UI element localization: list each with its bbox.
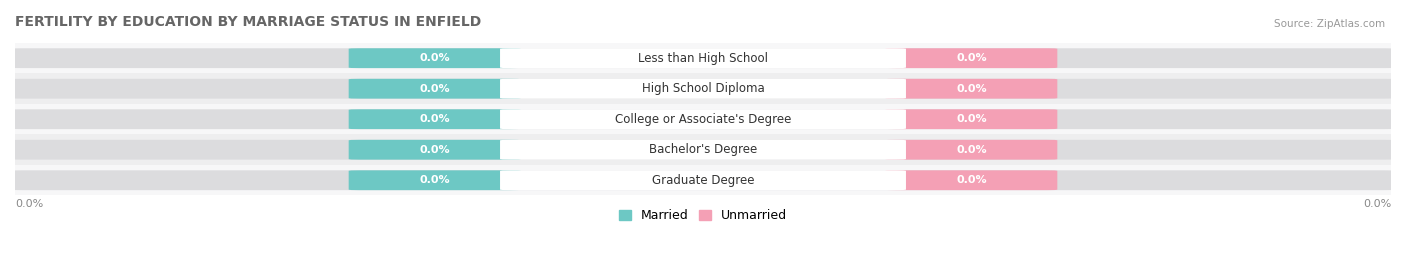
Text: 0.0%: 0.0% [956, 175, 987, 185]
FancyBboxPatch shape [886, 170, 1057, 190]
Bar [15, 73, 1391, 104]
Text: Source: ZipAtlas.com: Source: ZipAtlas.com [1274, 19, 1385, 29]
FancyBboxPatch shape [11, 48, 1395, 68]
Bar [15, 43, 1391, 73]
Legend: Married, Unmarried: Married, Unmarried [613, 204, 793, 227]
Text: 0.0%: 0.0% [419, 114, 450, 124]
Bar [15, 104, 1391, 134]
Bar [15, 134, 1391, 165]
Bar [15, 165, 1391, 196]
Text: Bachelor's Degree: Bachelor's Degree [650, 143, 756, 156]
FancyBboxPatch shape [11, 79, 1395, 99]
FancyBboxPatch shape [11, 109, 1395, 129]
FancyBboxPatch shape [349, 140, 520, 160]
FancyBboxPatch shape [886, 48, 1057, 68]
Text: 0.0%: 0.0% [956, 145, 987, 155]
Text: 0.0%: 0.0% [419, 145, 450, 155]
Text: Less than High School: Less than High School [638, 52, 768, 65]
Text: 0.0%: 0.0% [956, 84, 987, 94]
Text: Graduate Degree: Graduate Degree [652, 174, 754, 187]
FancyBboxPatch shape [886, 79, 1057, 99]
FancyBboxPatch shape [349, 170, 520, 190]
FancyBboxPatch shape [886, 109, 1057, 129]
Text: 0.0%: 0.0% [419, 84, 450, 94]
Text: 0.0%: 0.0% [1362, 199, 1391, 208]
FancyBboxPatch shape [501, 140, 905, 160]
FancyBboxPatch shape [349, 109, 520, 129]
FancyBboxPatch shape [349, 48, 520, 68]
Text: 0.0%: 0.0% [956, 53, 987, 63]
FancyBboxPatch shape [886, 140, 1057, 160]
Text: High School Diploma: High School Diploma [641, 82, 765, 95]
FancyBboxPatch shape [11, 170, 1395, 190]
Text: 0.0%: 0.0% [956, 114, 987, 124]
Text: 0.0%: 0.0% [419, 53, 450, 63]
FancyBboxPatch shape [501, 170, 905, 190]
Text: 0.0%: 0.0% [419, 175, 450, 185]
FancyBboxPatch shape [349, 79, 520, 99]
FancyBboxPatch shape [501, 109, 905, 129]
FancyBboxPatch shape [501, 48, 905, 68]
Text: College or Associate's Degree: College or Associate's Degree [614, 113, 792, 126]
FancyBboxPatch shape [501, 79, 905, 99]
Text: 0.0%: 0.0% [15, 199, 44, 208]
FancyBboxPatch shape [11, 140, 1395, 160]
Text: FERTILITY BY EDUCATION BY MARRIAGE STATUS IN ENFIELD: FERTILITY BY EDUCATION BY MARRIAGE STATU… [15, 15, 481, 29]
